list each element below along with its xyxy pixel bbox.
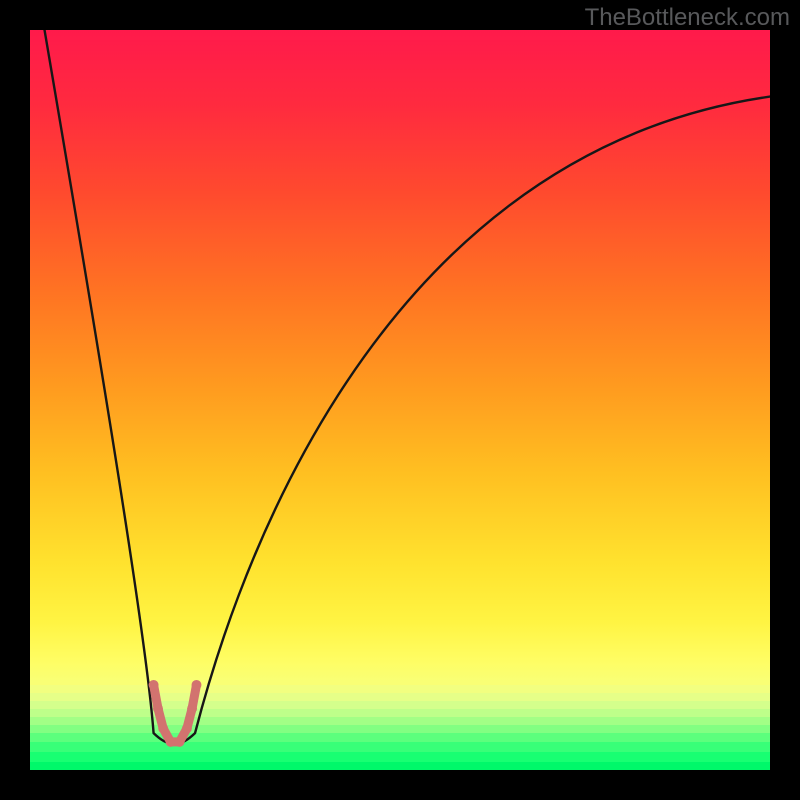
watermark-text: TheBottleneck.com [585, 4, 790, 32]
plot-area [30, 30, 770, 770]
valley-mark-dot [192, 680, 202, 690]
chart-frame: TheBottleneck.com [0, 0, 800, 800]
valley-mark-dot [175, 737, 185, 747]
valley-mark-dot [158, 724, 168, 734]
curve-layer [30, 30, 770, 770]
valley-mark-dot [187, 704, 197, 714]
valley-mark-dot [182, 724, 192, 734]
valley-mark-dot [149, 680, 159, 690]
valley-mark-dot [166, 737, 176, 747]
valley-mark-dot [153, 704, 163, 714]
valley-mark-line [154, 685, 197, 742]
bottleneck-curve [34, 30, 770, 743]
